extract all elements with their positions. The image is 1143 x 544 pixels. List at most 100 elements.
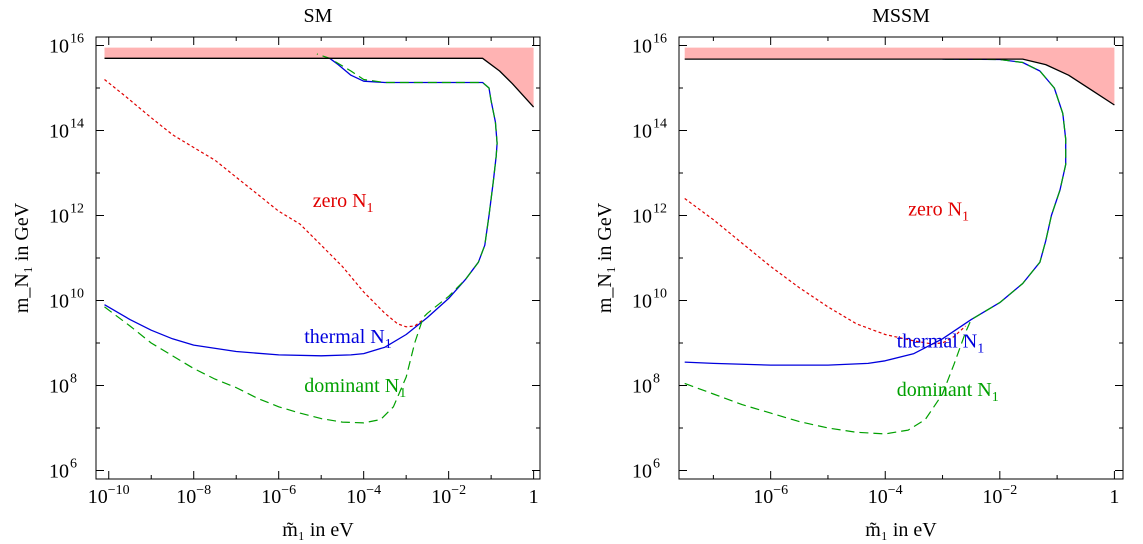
- mssm-xtick-label-base: 1: [1109, 486, 1119, 508]
- sm-ytick-label-base: 10: [49, 206, 69, 228]
- sm-ytick-label: 10: [49, 291, 69, 313]
- sm-annotation-text: zero N: [313, 190, 367, 212]
- sm-xlabel: m̃₁ in eV: [282, 519, 354, 541]
- mssm-ytick-label: 10: [632, 376, 652, 398]
- sm-ytick-label: 10: [49, 206, 69, 228]
- mssm-xtick-label: 10−6: [753, 483, 788, 508]
- sm-ytick-label: 10: [49, 121, 69, 143]
- mssm-ytick-label-base: 10: [632, 291, 652, 313]
- mssm-ytick-label-exponent: 6: [653, 457, 660, 472]
- mssm-ytick-label-base: 10: [632, 206, 652, 228]
- sm-xtick-label-exponent: −4: [366, 483, 381, 498]
- sm-ytick-label-exponent: 6: [70, 457, 77, 472]
- mssm-ytick-label: 10: [632, 121, 652, 143]
- sm-annotation-text: thermal N: [304, 326, 385, 348]
- sm-ytick-label-exponent: 10: [70, 287, 84, 302]
- sm-xtick-label: 10−6: [261, 483, 296, 508]
- sm-excluded-region: [104, 47, 534, 108]
- sm-xtick-label: 1: [529, 486, 539, 508]
- mssm-ytick-label: 10: [632, 206, 652, 228]
- sm-ytick-label-base: 10: [49, 121, 69, 143]
- mssm-ytick-label-base: 10: [632, 36, 652, 58]
- sm-annotation-subscript: 1: [399, 386, 406, 401]
- sm-xtick-label-exponent: −10: [108, 483, 130, 498]
- sm-chart-panel: 10−10 10−8 10−6 10−4 10−2 1 10 6 10 8 10 10 10 12 10 14…: [0, 0, 560, 544]
- sm-annotation-thermaln: thermal N1: [304, 326, 392, 352]
- mssm-ylabel: m_N₁ in GeV: [594, 202, 616, 313]
- mssm-annotation-zeron: zero N1: [908, 199, 969, 225]
- mssm-xtick-label-exponent: −6: [773, 483, 788, 498]
- mssm-ytick-label: 10: [632, 461, 652, 483]
- mssm-annotation-subscript: 1: [977, 341, 984, 356]
- sm-ytick-label: 10: [49, 376, 69, 398]
- sm-ytick-label-exponent: 14: [70, 117, 84, 132]
- mssm-ytick-label-base: 10: [632, 461, 652, 483]
- sm-xtick-label: 10−4: [346, 483, 381, 508]
- mssm-xtick-label: 1: [1109, 486, 1119, 508]
- mssm-ytick-label-exponent: 14: [653, 117, 667, 132]
- mssm-chart-panel: 10−6 10−4 10−2 1 10 6 10 8 10 10 10 12 10 14 10 16 MSSM m…: [583, 0, 1143, 544]
- sm-series-boundary-line: [104, 57, 535, 108]
- sm-annotation-subscript: 1: [385, 337, 392, 352]
- mssm-xtick-label-base: 10: [868, 486, 888, 508]
- sm-ytick-label-base: 10: [49, 291, 69, 313]
- sm-xtick-label-base: 1: [529, 486, 539, 508]
- mssm-ytick-label-exponent: 8: [653, 372, 660, 387]
- sm-ytick-label: 10: [49, 461, 69, 483]
- mssm-series-boundary-line: [684, 58, 1115, 106]
- sm-xtick-label-base: 10: [176, 486, 196, 508]
- sm-xtick-label-exponent: −2: [451, 483, 466, 498]
- sm-ytick-label-base: 10: [49, 36, 69, 58]
- mssm-ytick-label-base: 10: [632, 121, 652, 143]
- mssm-plot-frame: [678, 36, 1124, 480]
- sm-xtick-label-base: 10: [261, 486, 281, 508]
- sm-ytick-label-base: 10: [49, 376, 69, 398]
- mssm-ytick-label-base: 10: [632, 376, 652, 398]
- mssm-annotation-text: thermal N: [897, 330, 978, 352]
- mssm-xtick-label: 10−2: [982, 483, 1017, 508]
- mssm-xtick-label-base: 10: [753, 486, 773, 508]
- sm-xtick-label-base: 10: [346, 486, 366, 508]
- sm-annotation-dominantn: dominant N1: [304, 375, 406, 401]
- mssm-annotation-subscript: 1: [962, 210, 969, 225]
- sm-xtick-label: 10−2: [431, 483, 466, 508]
- sm-xtick-label-base: 10: [88, 486, 108, 508]
- mssm-excluded-region: [684, 47, 1115, 105]
- mssm-ytick-label: 10: [632, 36, 652, 58]
- mssm-annotation-dominantn: dominant N1: [897, 379, 999, 405]
- sm-xtick-label-base: 10: [431, 486, 451, 508]
- sm-title: SM: [304, 5, 333, 27]
- sm-annotation-text: dominant N: [304, 375, 399, 397]
- sm-ytick-label-base: 10: [49, 461, 69, 483]
- mssm-xtick-label-exponent: −2: [1002, 483, 1017, 498]
- sm-xtick-label: 10−10: [88, 483, 130, 508]
- sm-ytick-label: 10: [49, 36, 69, 58]
- mssm-series-dominantn-line: [684, 58, 1067, 435]
- sm-xtick-label-exponent: −8: [196, 483, 211, 498]
- mssm-title: MSSM: [872, 5, 930, 27]
- mssm-xtick-label: 10−4: [868, 483, 903, 508]
- mssm-series-zeron-line: [684, 198, 966, 345]
- mssm-ytick-label-exponent: 12: [653, 202, 667, 217]
- sm-xtick-label: 10−8: [176, 483, 211, 508]
- mssm-ytick-label-exponent: 16: [653, 32, 667, 47]
- mssm-annotation-subscript: 1: [992, 390, 999, 405]
- mssm-annotation-thermaln: thermal N1: [897, 330, 985, 356]
- sm-ytick-label-exponent: 16: [70, 32, 84, 47]
- mssm-series-thermaln-line: [684, 58, 1067, 366]
- sm-annotation-zeron: zero N1: [313, 190, 374, 216]
- sm-xtick-label-exponent: −6: [281, 483, 296, 498]
- sm-series-dominantn-line: [104, 53, 498, 424]
- mssm-xlabel: m̃₁ in eV: [865, 519, 937, 541]
- mssm-xtick-label-base: 10: [982, 486, 1002, 508]
- sm-annotation-subscript: 1: [367, 201, 374, 216]
- mssm-ytick-label: 10: [632, 291, 652, 313]
- mssm-ytick-label-exponent: 10: [653, 287, 667, 302]
- sm-ytick-label-exponent: 12: [70, 202, 84, 217]
- sm-series-zeron-line: [104, 79, 424, 328]
- mssm-annotation-text: zero N: [908, 199, 962, 221]
- sm-plot-frame: [95, 36, 541, 480]
- mssm-annotation-text: dominant N: [897, 379, 992, 401]
